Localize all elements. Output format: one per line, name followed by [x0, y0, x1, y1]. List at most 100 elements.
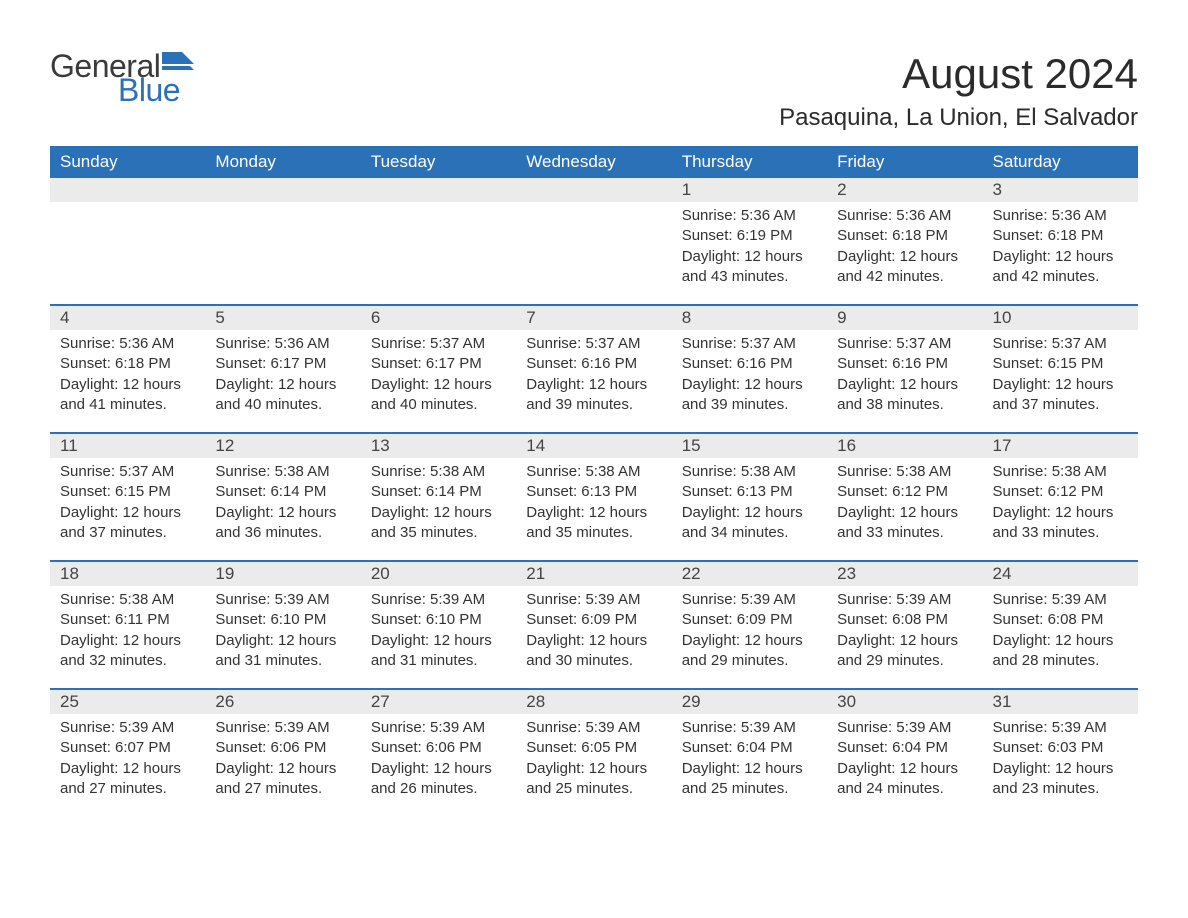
cell-line-sunset: Sunset: 6:18 PM — [993, 226, 1128, 246]
cell-line-sunrise: Sunrise: 5:36 AM — [993, 206, 1128, 226]
cell-line-d2: and 28 minutes. — [993, 651, 1128, 671]
cell-body: Sunrise: 5:36 AMSunset: 6:19 PMDaylight:… — [672, 202, 827, 293]
calendar-cell: 18Sunrise: 5:38 AMSunset: 6:11 PMDayligh… — [50, 562, 205, 688]
cell-line-d2: and 25 minutes. — [682, 779, 817, 799]
cell-line-d2: and 32 minutes. — [60, 651, 195, 671]
cell-body: Sunrise: 5:38 AMSunset: 6:13 PMDaylight:… — [516, 458, 671, 549]
cell-body: Sunrise: 5:38 AMSunset: 6:14 PMDaylight:… — [205, 458, 360, 549]
cell-line-d2: and 30 minutes. — [526, 651, 661, 671]
day-number: 14 — [516, 434, 671, 458]
calendar-cell — [516, 178, 671, 304]
cell-line-sunrise: Sunrise: 5:36 AM — [215, 334, 350, 354]
cell-body: Sunrise: 5:39 AMSunset: 6:10 PMDaylight:… — [361, 586, 516, 677]
day-number: 13 — [361, 434, 516, 458]
cell-line-d1: Daylight: 12 hours — [837, 759, 972, 779]
cell-line-sunrise: Sunrise: 5:39 AM — [60, 718, 195, 738]
cell-line-sunset: Sunset: 6:12 PM — [993, 482, 1128, 502]
cell-line-d1: Daylight: 12 hours — [837, 631, 972, 651]
cell-line-sunset: Sunset: 6:11 PM — [60, 610, 195, 630]
calendar-cell: 1Sunrise: 5:36 AMSunset: 6:19 PMDaylight… — [672, 178, 827, 304]
calendar-cell: 21Sunrise: 5:39 AMSunset: 6:09 PMDayligh… — [516, 562, 671, 688]
cell-body: Sunrise: 5:39 AMSunset: 6:05 PMDaylight:… — [516, 714, 671, 805]
cell-line-d2: and 26 minutes. — [371, 779, 506, 799]
cell-line-d2: and 35 minutes. — [526, 523, 661, 543]
cell-body: Sunrise: 5:39 AMSunset: 6:04 PMDaylight:… — [827, 714, 982, 805]
cell-body: Sunrise: 5:36 AMSunset: 6:18 PMDaylight:… — [983, 202, 1138, 293]
day-number: 7 — [516, 306, 671, 330]
calendar-cell: 6Sunrise: 5:37 AMSunset: 6:17 PMDaylight… — [361, 306, 516, 432]
cell-line-sunrise: Sunrise: 5:39 AM — [837, 590, 972, 610]
day-number: 15 — [672, 434, 827, 458]
cell-line-sunset: Sunset: 6:07 PM — [60, 738, 195, 758]
day-number: 24 — [983, 562, 1138, 586]
cell-body: Sunrise: 5:39 AMSunset: 6:06 PMDaylight:… — [205, 714, 360, 805]
cell-line-sunset: Sunset: 6:16 PM — [526, 354, 661, 374]
calendar-cell: 13Sunrise: 5:38 AMSunset: 6:14 PMDayligh… — [361, 434, 516, 560]
calendar-cell: 9Sunrise: 5:37 AMSunset: 6:16 PMDaylight… — [827, 306, 982, 432]
header: General Blue August 2024 Pasaquina, La U… — [50, 50, 1138, 132]
cell-line-sunset: Sunset: 6:19 PM — [682, 226, 817, 246]
cell-body: Sunrise: 5:36 AMSunset: 6:17 PMDaylight:… — [205, 330, 360, 421]
day-number: 4 — [50, 306, 205, 330]
calendar-cell: 29Sunrise: 5:39 AMSunset: 6:04 PMDayligh… — [672, 690, 827, 816]
cell-line-sunset: Sunset: 6:14 PM — [371, 482, 506, 502]
calendar-cell: 25Sunrise: 5:39 AMSunset: 6:07 PMDayligh… — [50, 690, 205, 816]
calendar-cell: 30Sunrise: 5:39 AMSunset: 6:04 PMDayligh… — [827, 690, 982, 816]
cell-line-d2: and 29 minutes. — [682, 651, 817, 671]
cell-line-d2: and 40 minutes. — [215, 395, 350, 415]
cell-body: Sunrise: 5:37 AMSunset: 6:16 PMDaylight:… — [672, 330, 827, 421]
cell-line-sunset: Sunset: 6:06 PM — [215, 738, 350, 758]
day-number: 12 — [205, 434, 360, 458]
cell-body: Sunrise: 5:38 AMSunset: 6:11 PMDaylight:… — [50, 586, 205, 677]
cell-line-sunset: Sunset: 6:04 PM — [837, 738, 972, 758]
day-number: 1 — [672, 178, 827, 202]
day-number: 2 — [827, 178, 982, 202]
cell-line-sunrise: Sunrise: 5:39 AM — [993, 718, 1128, 738]
day-number: 22 — [672, 562, 827, 586]
cell-line-d2: and 42 minutes. — [837, 267, 972, 287]
cell-line-sunset: Sunset: 6:12 PM — [837, 482, 972, 502]
cell-line-sunset: Sunset: 6:09 PM — [682, 610, 817, 630]
cell-line-d2: and 42 minutes. — [993, 267, 1128, 287]
cell-line-d2: and 31 minutes. — [215, 651, 350, 671]
cell-body: Sunrise: 5:38 AMSunset: 6:13 PMDaylight:… — [672, 458, 827, 549]
cell-line-sunset: Sunset: 6:17 PM — [215, 354, 350, 374]
day-number: 27 — [361, 690, 516, 714]
cell-line-d2: and 27 minutes. — [60, 779, 195, 799]
day-header: Tuesday — [361, 146, 516, 178]
cell-body: Sunrise: 5:39 AMSunset: 6:10 PMDaylight:… — [205, 586, 360, 677]
calendar-cell: 23Sunrise: 5:39 AMSunset: 6:08 PMDayligh… — [827, 562, 982, 688]
week-row: 11Sunrise: 5:37 AMSunset: 6:15 PMDayligh… — [50, 432, 1138, 560]
day-number: 30 — [827, 690, 982, 714]
cell-line-sunrise: Sunrise: 5:39 AM — [215, 718, 350, 738]
calendar-cell: 4Sunrise: 5:36 AMSunset: 6:18 PMDaylight… — [50, 306, 205, 432]
day-number: 26 — [205, 690, 360, 714]
cell-line-d1: Daylight: 12 hours — [682, 759, 817, 779]
cell-line-sunrise: Sunrise: 5:38 AM — [526, 462, 661, 482]
cell-line-d2: and 33 minutes. — [993, 523, 1128, 543]
cell-line-sunset: Sunset: 6:18 PM — [837, 226, 972, 246]
cell-line-d1: Daylight: 12 hours — [993, 503, 1128, 523]
calendar-cell — [205, 178, 360, 304]
cell-line-sunrise: Sunrise: 5:39 AM — [215, 590, 350, 610]
calendar-cell: 5Sunrise: 5:36 AMSunset: 6:17 PMDaylight… — [205, 306, 360, 432]
cell-line-sunset: Sunset: 6:13 PM — [526, 482, 661, 502]
title-block: August 2024 Pasaquina, La Union, El Salv… — [779, 50, 1138, 132]
calendar-cell — [361, 178, 516, 304]
cell-line-d1: Daylight: 12 hours — [215, 375, 350, 395]
cell-line-d2: and 41 minutes. — [60, 395, 195, 415]
cell-line-d2: and 35 minutes. — [371, 523, 506, 543]
calendar-cell: 15Sunrise: 5:38 AMSunset: 6:13 PMDayligh… — [672, 434, 827, 560]
cell-line-sunset: Sunset: 6:08 PM — [837, 610, 972, 630]
cell-line-sunrise: Sunrise: 5:39 AM — [993, 590, 1128, 610]
cell-line-sunset: Sunset: 6:16 PM — [682, 354, 817, 374]
week-row: 25Sunrise: 5:39 AMSunset: 6:07 PMDayligh… — [50, 688, 1138, 816]
cell-line-sunset: Sunset: 6:18 PM — [60, 354, 195, 374]
calendar-cell: 14Sunrise: 5:38 AMSunset: 6:13 PMDayligh… — [516, 434, 671, 560]
cell-line-sunrise: Sunrise: 5:38 AM — [215, 462, 350, 482]
cell-line-d1: Daylight: 12 hours — [526, 503, 661, 523]
cell-body: Sunrise: 5:36 AMSunset: 6:18 PMDaylight:… — [50, 330, 205, 421]
cell-line-d2: and 25 minutes. — [526, 779, 661, 799]
cell-line-d2: and 37 minutes. — [993, 395, 1128, 415]
cell-line-d1: Daylight: 12 hours — [60, 503, 195, 523]
